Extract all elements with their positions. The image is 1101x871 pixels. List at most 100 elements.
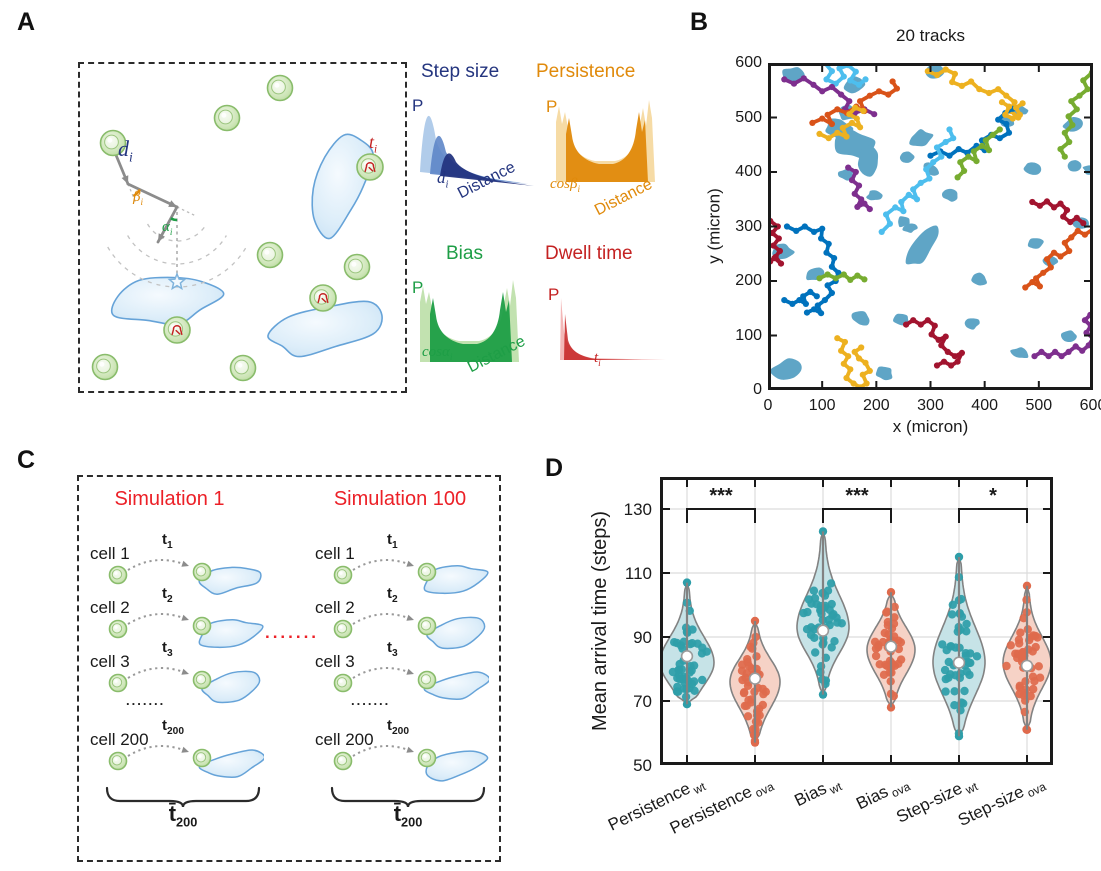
cell-icon <box>333 673 353 693</box>
panel-a-schematic-box <box>78 62 407 393</box>
x-tick-label: 300 <box>917 397 944 414</box>
x-tick-label: 500 <box>1025 397 1053 414</box>
dotted-path <box>352 667 412 679</box>
scatter-dot <box>746 642 755 652</box>
cell-track <box>954 126 1003 181</box>
y-tick-label: 200 <box>735 272 762 289</box>
plot-box <box>768 63 1093 390</box>
scatter-dot <box>962 667 972 676</box>
cell-track <box>1022 226 1093 291</box>
scatter-dot <box>950 687 959 696</box>
gridlines <box>663 480 1050 762</box>
violin <box>1002 581 1052 734</box>
cell-to-blob-art <box>108 559 262 595</box>
cell-track <box>768 217 785 267</box>
violin <box>866 588 916 712</box>
scatter-dot <box>950 701 959 710</box>
target-blob <box>110 276 225 326</box>
scatter-dot <box>890 613 899 622</box>
panel-b-title: 20 tracks <box>896 26 965 45</box>
min-dot <box>886 703 896 712</box>
cell-track <box>845 164 873 213</box>
significance-bracket: *** <box>686 485 756 523</box>
panel-c-box <box>77 475 501 862</box>
axis-ticks <box>768 63 1093 390</box>
dist-p-persistence: P <box>546 97 558 116</box>
panel-d-violin-plot: *** *** * <box>660 477 1053 765</box>
obstacle-blob <box>1010 347 1029 359</box>
obstacle-blob <box>782 67 805 83</box>
distribution-shape <box>430 292 512 362</box>
cell-to-blob-art <box>108 667 261 704</box>
scatter-dot <box>670 638 679 647</box>
scatter-dot <box>687 666 696 675</box>
cell-with-timer-icon <box>163 316 191 344</box>
panel-b-ylabel: y (micron) <box>704 188 724 264</box>
scatter-dot <box>802 625 812 634</box>
dist-title-step-size: Step size <box>421 61 500 82</box>
cell-icon <box>192 748 212 768</box>
cell-track <box>1029 198 1087 227</box>
scatter-dot <box>698 675 707 685</box>
path-arrowhead-icon <box>406 560 414 567</box>
scatter-dot <box>830 637 839 646</box>
obstacle-blob <box>1023 162 1042 175</box>
scatter-dot <box>879 670 889 679</box>
cell-track <box>1057 69 1093 160</box>
x-tick-label: 600 <box>1079 397 1101 414</box>
persistence-angle-symbol: βi <box>133 189 144 208</box>
alpha-angle-arc <box>170 217 178 222</box>
path-arrowhead-icon <box>181 668 189 675</box>
path-arrowhead-icon <box>406 668 414 675</box>
cell-icon <box>333 751 353 771</box>
cell-icon <box>417 748 437 768</box>
dotted-path <box>127 559 187 571</box>
max-dot <box>1022 581 1032 590</box>
cell-icon <box>256 241 284 269</box>
cell-to-blob-art <box>333 613 486 650</box>
scatter-dot <box>742 669 751 678</box>
median-dot <box>884 640 898 653</box>
cell-track <box>903 317 965 369</box>
scatter-dot <box>803 607 812 617</box>
panel-b-label: B <box>690 8 709 36</box>
cell-icon <box>417 670 437 690</box>
obstacle-blob <box>1027 238 1044 249</box>
scatter-dot <box>675 659 684 669</box>
prev-direction-line <box>127 183 137 204</box>
cell-row-label: cell 3 <box>315 652 355 671</box>
dist-p-bias: P <box>412 278 424 297</box>
cell-track <box>924 66 1022 121</box>
path-arrowhead-icon <box>406 614 414 621</box>
significance-stars: * <box>989 485 997 507</box>
scatter-dot <box>1006 641 1015 650</box>
obstacle-blob <box>964 318 980 330</box>
distribution-shape <box>564 314 642 360</box>
median-dot <box>952 656 966 669</box>
scatter-dot <box>972 652 982 661</box>
path-arrowhead-icon <box>181 560 189 567</box>
scatter-dot <box>882 608 891 617</box>
significance-stars: *** <box>845 485 869 507</box>
scatter-dot <box>804 595 814 604</box>
prev-direction-line <box>176 206 196 217</box>
panel-c-label: C <box>17 446 36 474</box>
path-arrowhead-icon <box>181 614 189 621</box>
cell-row-label: cell 200 <box>315 730 374 749</box>
scatter-dot <box>688 639 697 648</box>
cell-icon <box>333 565 353 585</box>
y-tick-label: 70 <box>633 692 652 711</box>
distribution-shape <box>560 298 666 360</box>
violin <box>660 578 715 709</box>
obstacle-blob <box>851 311 870 326</box>
dist-p-step-size: P <box>412 96 424 115</box>
dotted-path <box>352 745 412 757</box>
y-tick-label: 600 <box>735 54 762 71</box>
scatter-dot <box>672 687 682 696</box>
cell-row-label: cell 1 <box>315 544 355 563</box>
median-dot <box>748 672 762 685</box>
scatter-dot <box>740 688 749 697</box>
scatter-dot <box>809 586 819 595</box>
obstacle-blob <box>971 272 987 286</box>
